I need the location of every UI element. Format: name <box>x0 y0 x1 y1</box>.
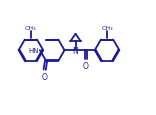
Text: O: O <box>83 62 89 70</box>
Text: O: O <box>42 72 48 81</box>
Text: HN: HN <box>28 48 39 54</box>
Text: CH₃: CH₃ <box>25 26 37 31</box>
Text: CH₃: CH₃ <box>101 26 113 31</box>
Text: N: N <box>73 46 78 55</box>
